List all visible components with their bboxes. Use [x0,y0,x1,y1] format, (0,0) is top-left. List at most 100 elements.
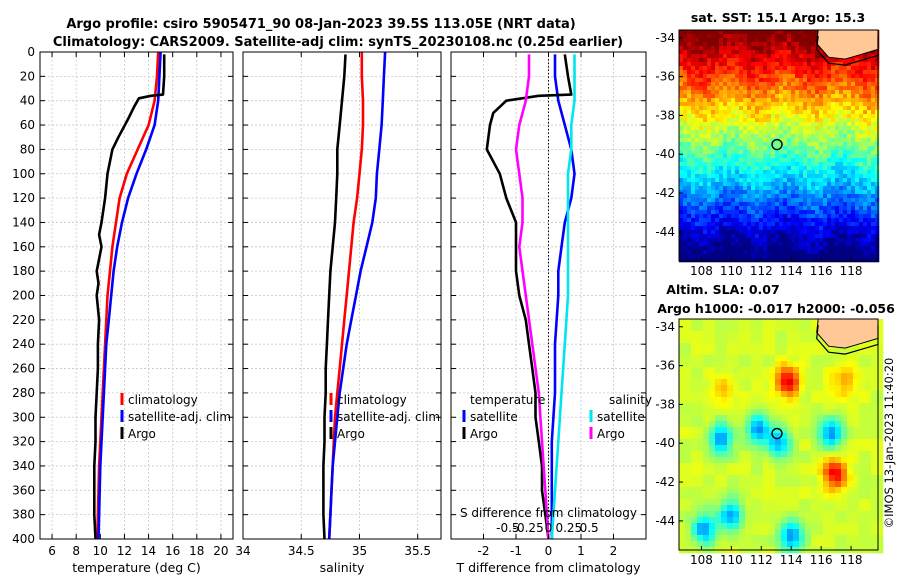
map-cell [747,62,752,67]
map-cell [721,349,728,356]
map-cell [871,535,878,542]
map-cell [827,110,832,115]
map-cell [783,146,788,151]
map-cell [763,102,768,107]
map-cell [805,325,812,332]
map-cell [769,481,776,488]
map-cell [739,30,744,35]
map-cell [769,475,776,482]
map-cell [859,433,866,440]
map-cell [679,58,684,63]
map-cell [733,415,740,422]
map-cell [771,58,776,63]
map-cell [703,190,708,195]
map-cell [759,78,764,83]
map-cell [703,475,710,482]
map-cell [855,62,860,67]
map-cell [679,469,686,476]
map-cell [683,198,688,203]
map-cell [867,138,872,143]
map-cell [853,433,860,440]
map-cell [699,178,704,183]
map-cell [747,46,752,51]
map-cell [721,361,728,368]
map-cell [739,373,746,380]
map-cell [791,98,796,103]
map-cell [735,106,740,111]
map-cell [711,182,716,187]
map-cell [699,54,704,59]
map-cell [867,258,872,263]
map-cell [679,186,684,191]
map-cell [875,182,880,187]
map-cell [763,523,770,530]
map-cell [685,523,692,530]
lat-tick-label: -36 [655,70,675,84]
map-cell [711,134,716,139]
map-cell [703,94,708,99]
map-cell [679,170,684,175]
map-cell [751,218,756,223]
y-tick-label: 60 [20,118,35,132]
map-cell [787,258,792,263]
map-cell [769,421,776,428]
map-cell [691,379,698,386]
map-cell [739,254,744,259]
map-cell [863,258,868,263]
map-cell [851,206,856,211]
map-cell [755,82,760,87]
map-cell [719,214,724,219]
map-cell [843,130,848,135]
map-cell [731,206,736,211]
map-cell [703,150,708,155]
map-cell [735,158,740,163]
map-cell [739,355,746,362]
map-cell [817,445,824,452]
map-cell [835,230,840,235]
map-cell [859,62,864,67]
map-cell [751,62,756,67]
map-cell [835,457,842,464]
map-cell [731,234,736,239]
map-cell [743,242,748,247]
map-cell [759,50,764,55]
map-cell [767,130,772,135]
map-cell [795,126,800,131]
map-cell [805,439,812,446]
map-cell [781,331,788,338]
map-cell [695,46,700,51]
map-cell [679,403,686,410]
map-cell [755,190,760,195]
map-cell [841,415,848,422]
map-cell [871,206,876,211]
map-cell [791,62,796,67]
map-cell [727,42,732,47]
map-cell [707,186,712,191]
map-cell [867,66,872,71]
s-tick-label: 0 [545,521,553,535]
map-cell [759,238,764,243]
map-cell [707,214,712,219]
map-cell [771,182,776,187]
map-cell [759,86,764,91]
map-cell [871,186,876,191]
map-cell [779,238,784,243]
map-cell [739,222,744,227]
map-cell [727,234,732,239]
map-cell [735,178,740,183]
map-cell [803,154,808,159]
map-cell [759,170,764,175]
map-cell [815,74,820,79]
map-cell [721,499,728,506]
map-cell [779,158,784,163]
y-tick-label: 380 [12,508,35,522]
map-cell [815,254,820,259]
map-cell [791,182,796,187]
map-cell [679,206,684,211]
map-cell [739,409,746,416]
map-cell [783,70,788,75]
map-cell [679,94,684,99]
map-cell [755,134,760,139]
map-cell [733,475,740,482]
map-cell [867,118,872,123]
